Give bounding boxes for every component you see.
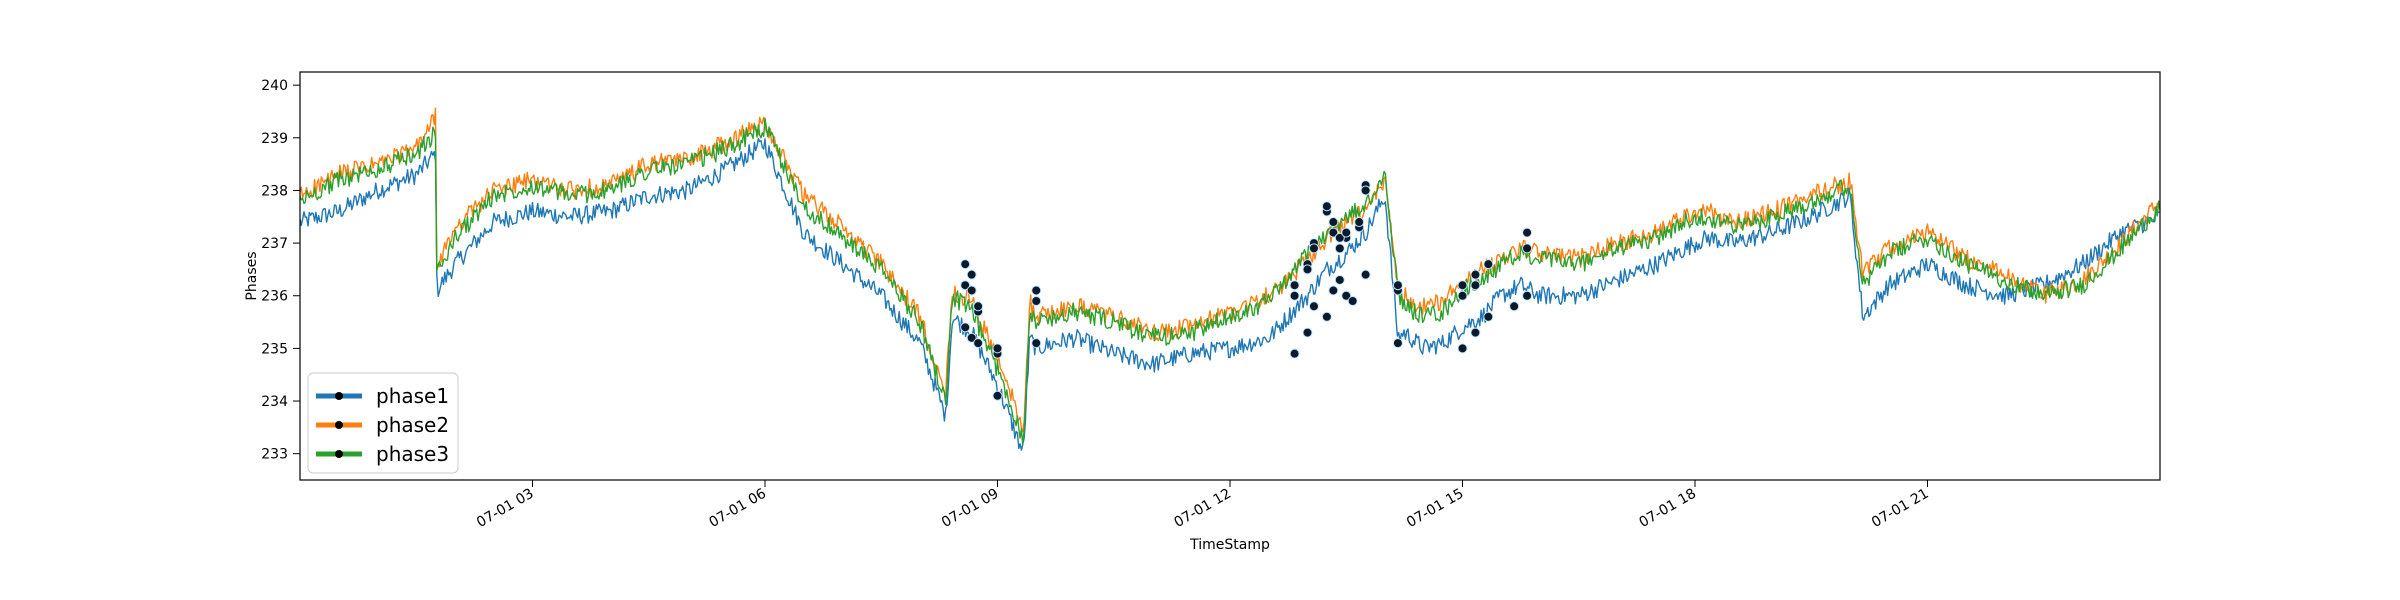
marker-point-phase3 bbox=[1457, 290, 1468, 301]
y-axis-label: Phases bbox=[244, 251, 260, 300]
marker-point-phase2 bbox=[1522, 227, 1533, 238]
marker-point-phase2 bbox=[966, 269, 977, 280]
marker-point-phase1 bbox=[1302, 327, 1313, 338]
legend-marker-phase1 bbox=[335, 392, 343, 400]
legend-label-phase3: phase3 bbox=[376, 442, 449, 466]
legend-label-phase1: phase1 bbox=[376, 384, 449, 408]
marker-point-phase1 bbox=[1360, 269, 1371, 280]
marker-point-phase1 bbox=[1392, 338, 1403, 349]
marker-point-phase1 bbox=[966, 332, 977, 343]
y-axis: 233 234 235 236 237 238 239 240 bbox=[261, 78, 300, 463]
y-tick-label: 237 bbox=[261, 236, 288, 252]
marker-point-phase1 bbox=[992, 390, 1003, 401]
marker-point-phase3 bbox=[1470, 280, 1481, 291]
marker-point-phase3 bbox=[1031, 285, 1042, 296]
marker-point-phase3 bbox=[1321, 201, 1332, 212]
marker-point-phase1 bbox=[1321, 311, 1332, 322]
marker-point-phase3 bbox=[1483, 259, 1494, 270]
marker-point-phase2 bbox=[1031, 296, 1042, 307]
marker-layer bbox=[960, 180, 1533, 401]
marker-point-phase3 bbox=[1289, 290, 1300, 301]
marker-point-phase1 bbox=[1328, 285, 1339, 296]
marker-point-phase1 bbox=[1522, 290, 1533, 301]
marker-point-phase2 bbox=[960, 280, 971, 291]
y-tick-label: 233 bbox=[261, 447, 288, 463]
y-tick-label: 234 bbox=[261, 394, 288, 410]
marker-point-phase3 bbox=[1328, 217, 1339, 228]
y-tick-label: 236 bbox=[261, 289, 288, 305]
marker-point-phase3 bbox=[1354, 217, 1365, 228]
marker-point-phase3 bbox=[1341, 227, 1352, 238]
legend-marker-phase2 bbox=[335, 421, 343, 429]
y-tick-label: 239 bbox=[261, 131, 288, 147]
marker-point-phase3 bbox=[1360, 185, 1371, 196]
legend[interactable]: phase1 phase2 phase3 bbox=[307, 372, 459, 474]
series-line-phase2 bbox=[299, 107, 2161, 433]
marker-point-phase3 bbox=[1308, 243, 1319, 254]
marker-point-phase3 bbox=[1522, 243, 1533, 254]
marker-point-phase1 bbox=[1334, 274, 1345, 285]
marker-point-phase3 bbox=[960, 259, 971, 270]
marker-point-phase1 bbox=[1483, 311, 1494, 322]
marker-point-phase3 bbox=[966, 285, 977, 296]
marker-point-phase2 bbox=[1328, 227, 1339, 238]
marker-point-phase1 bbox=[1289, 348, 1300, 359]
marker-point-phase3 bbox=[1392, 280, 1403, 291]
series-layer bbox=[299, 107, 2161, 451]
marker-point-phase2 bbox=[1289, 280, 1300, 291]
marker-point-phase1 bbox=[973, 338, 984, 349]
y-tick-label: 238 bbox=[261, 183, 288, 199]
marker-point-phase1 bbox=[1308, 301, 1319, 312]
x-axis-label: TimeStamp bbox=[1189, 537, 1270, 553]
legend-marker-phase3 bbox=[335, 450, 343, 458]
marker-point-phase1 bbox=[1031, 338, 1042, 349]
legend-label-phase2: phase2 bbox=[376, 413, 449, 437]
marker-point-phase2 bbox=[1457, 280, 1468, 291]
series-line-phase3 bbox=[299, 117, 2161, 445]
marker-point-phase1 bbox=[1347, 296, 1358, 307]
marker-point-phase3 bbox=[973, 301, 984, 312]
marker-point-phase3 bbox=[1302, 264, 1313, 275]
marker-point-phase3 bbox=[1334, 232, 1345, 243]
marker-point-phase1 bbox=[1470, 327, 1481, 338]
marker-point-phase3 bbox=[992, 343, 1003, 354]
marker-point-phase1 bbox=[960, 322, 971, 333]
y-tick-label: 240 bbox=[261, 78, 288, 94]
marker-point-phase1 bbox=[1509, 301, 1520, 312]
marker-point-phase1 bbox=[1341, 290, 1352, 301]
y-tick-label: 235 bbox=[261, 341, 288, 357]
marker-point-phase2 bbox=[1334, 243, 1345, 254]
marker-point-phase1 bbox=[1457, 343, 1468, 354]
marker-point-phase2 bbox=[1470, 269, 1481, 280]
